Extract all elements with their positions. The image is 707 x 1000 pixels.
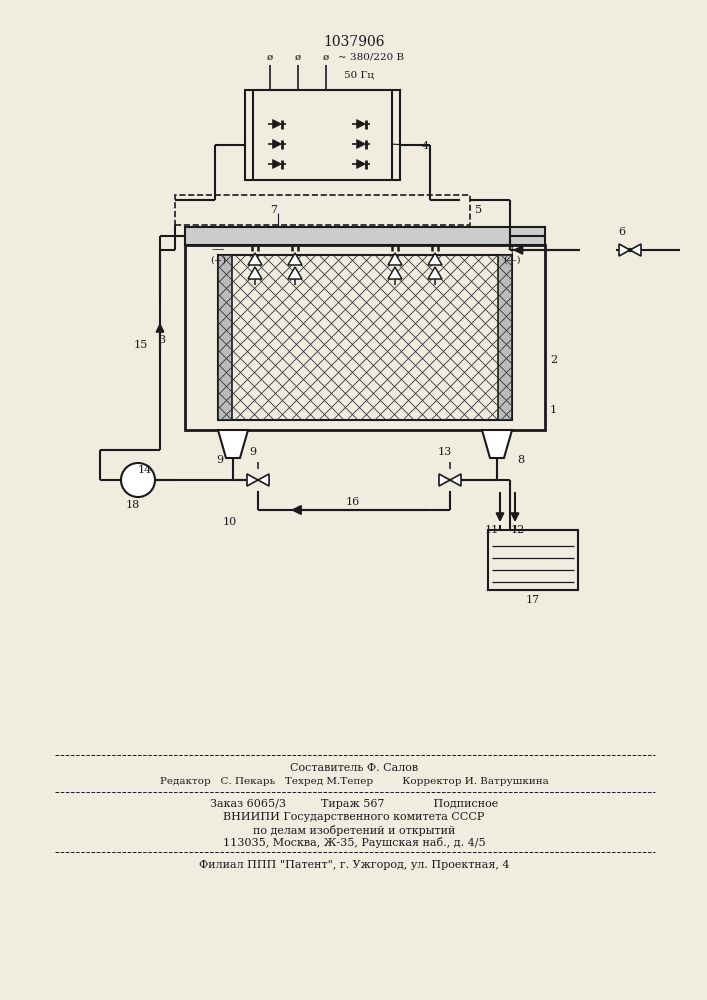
- Text: 12: 12: [511, 525, 525, 535]
- Text: (—): (—): [503, 255, 521, 264]
- Text: 113035, Москва, Ж-35, Раушская наб., д. 4/5: 113035, Москва, Ж-35, Раушская наб., д. …: [223, 838, 485, 848]
- Polygon shape: [218, 430, 248, 458]
- Bar: [218, 255, 232, 420]
- Text: ВНИИПИ Государственного комитета СССР: ВНИИПИ Государственного комитета СССР: [223, 812, 485, 822]
- Text: Редактор   С. Пекарь   Техред М.Тепер         Корректор И. Ватрушкина: Редактор С. Пекарь Техред М.Тепер Коррек…: [160, 778, 549, 786]
- Polygon shape: [356, 159, 366, 168]
- Polygon shape: [388, 253, 402, 265]
- Polygon shape: [288, 267, 302, 279]
- Bar: [185, 245, 545, 430]
- Polygon shape: [273, 139, 281, 148]
- Text: Составитель Ф. Салов: Составитель Ф. Салов: [290, 763, 418, 773]
- Text: Филиал ППП "Патент", г. Ужгород, ул. Проектная, 4: Филиал ППП "Патент", г. Ужгород, ул. Про…: [199, 860, 509, 870]
- Polygon shape: [273, 159, 281, 168]
- Text: ø: ø: [267, 53, 273, 62]
- Bar: [185, 227, 545, 245]
- Text: 1: 1: [550, 405, 557, 415]
- Polygon shape: [630, 244, 641, 256]
- Polygon shape: [439, 474, 450, 486]
- Text: ~ 380/220 В: ~ 380/220 В: [338, 53, 404, 62]
- Circle shape: [121, 463, 155, 497]
- Polygon shape: [450, 474, 461, 486]
- Text: 2: 2: [550, 355, 557, 365]
- Bar: [218, 255, 512, 420]
- Polygon shape: [356, 139, 366, 148]
- Text: 1037906: 1037906: [323, 35, 385, 49]
- Polygon shape: [248, 253, 262, 265]
- Text: 3: 3: [158, 335, 165, 345]
- Polygon shape: [356, 119, 366, 128]
- Text: (+): (+): [210, 255, 226, 264]
- Polygon shape: [247, 474, 258, 486]
- Text: 4: 4: [393, 141, 429, 151]
- Text: 5: 5: [475, 205, 482, 215]
- Text: 14: 14: [138, 465, 152, 475]
- Text: 9: 9: [216, 455, 223, 465]
- Text: 18: 18: [126, 500, 140, 510]
- Text: 9: 9: [250, 447, 257, 457]
- Text: +: +: [507, 243, 518, 256]
- Text: 15: 15: [134, 340, 148, 350]
- Polygon shape: [619, 244, 630, 256]
- Text: 11: 11: [485, 525, 499, 535]
- Bar: [175, 195, 470, 225]
- Text: ø: ø: [295, 53, 301, 62]
- Polygon shape: [258, 474, 269, 486]
- Circle shape: [629, 248, 631, 251]
- Text: 13: 13: [438, 447, 452, 457]
- Polygon shape: [248, 267, 262, 279]
- Text: 17: 17: [526, 595, 540, 605]
- Polygon shape: [482, 430, 512, 458]
- Polygon shape: [428, 253, 442, 265]
- Text: 10: 10: [223, 517, 237, 527]
- Polygon shape: [388, 267, 402, 279]
- Text: ø: ø: [323, 53, 329, 62]
- Text: 6: 6: [619, 227, 626, 237]
- Text: Заказ 6065/3          Тираж 567              Подписное: Заказ 6065/3 Тираж 567 Подписное: [210, 799, 498, 809]
- Bar: [245, 90, 400, 180]
- Text: 50 Гц: 50 Гц: [344, 70, 374, 80]
- Text: 8: 8: [517, 455, 524, 465]
- Text: по делам изобретений и открытий: по делам изобретений и открытий: [253, 824, 455, 836]
- Text: —: —: [212, 243, 224, 256]
- Polygon shape: [273, 119, 281, 128]
- Bar: [488, 530, 578, 590]
- Bar: [498, 255, 512, 420]
- Text: 7: 7: [270, 205, 277, 215]
- Polygon shape: [288, 253, 302, 265]
- Polygon shape: [428, 267, 442, 279]
- Text: 16: 16: [346, 497, 360, 507]
